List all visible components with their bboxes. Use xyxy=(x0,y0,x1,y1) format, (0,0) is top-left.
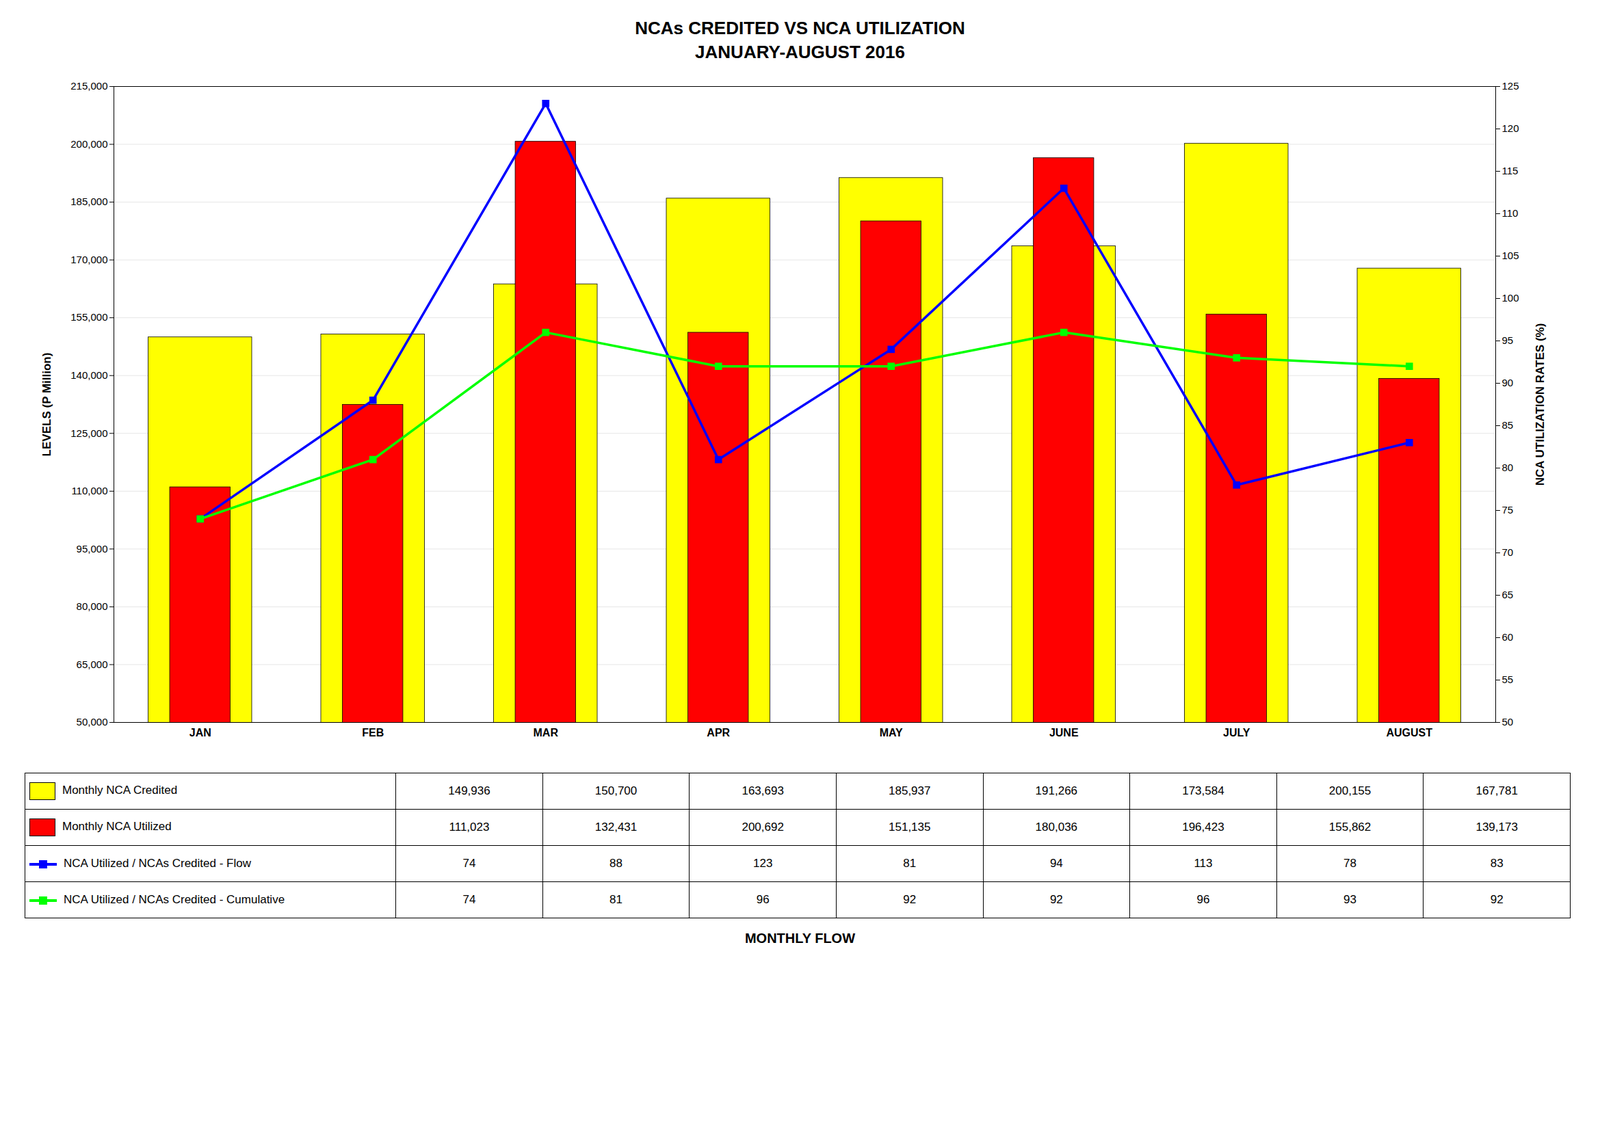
svg-text:155,000: 155,000 xyxy=(70,311,108,324)
svg-text:90: 90 xyxy=(1502,376,1514,389)
svg-text:JAN: JAN xyxy=(189,727,212,739)
html-text:JANUARY-AUGUST 2016: JANUARY-AUGUST 2016 xyxy=(695,41,905,63)
html-text:163,693: 163,693 xyxy=(741,784,784,798)
svg-text:75: 75 xyxy=(1502,504,1514,516)
html-text:Monthly NCA Utilized: Monthly NCA Utilized xyxy=(62,820,172,834)
svg-text:95,000: 95,000 xyxy=(76,543,109,555)
svg-text:80: 80 xyxy=(1502,461,1514,474)
html-text:113: 113 xyxy=(1193,857,1213,871)
html-text:92: 92 xyxy=(903,893,917,907)
html-text:96: 96 xyxy=(1196,893,1210,907)
html-text:200,692: 200,692 xyxy=(741,821,784,834)
html-text:180,036: 180,036 xyxy=(1035,821,1078,834)
svg-text:80,000: 80,000 xyxy=(76,600,109,613)
html-text:123: 123 xyxy=(753,857,773,871)
svg-text:65,000: 65,000 xyxy=(76,658,109,671)
html-text:81: 81 xyxy=(903,857,917,871)
svg-text:AUGUST: AUGUST xyxy=(1385,727,1433,739)
svg-text:JUNE: JUNE xyxy=(1049,727,1079,739)
svg-text:70: 70 xyxy=(1502,546,1514,559)
html-text:78: 78 xyxy=(1343,857,1357,871)
svg-text:FEB: FEB xyxy=(361,727,384,739)
svg-text:NCA UTILIZATION RATES (%): NCA UTILIZATION RATES (%) xyxy=(1533,323,1547,487)
html-text:196,423: 196,423 xyxy=(1182,821,1225,834)
html-text:167,781: 167,781 xyxy=(1475,784,1518,798)
html-text:150,700: 150,700 xyxy=(594,784,638,798)
svg-text:110: 110 xyxy=(1502,207,1519,219)
svg-text:JULY: JULY xyxy=(1223,727,1251,739)
html-text:83: 83 xyxy=(1490,857,1504,871)
html-text:111,023: 111,023 xyxy=(449,821,490,834)
html-text:81: 81 xyxy=(609,893,623,907)
html-text:200,155: 200,155 xyxy=(1328,784,1372,798)
html-text:NCAs CREDITED VS NCA UTILIZATI: NCAs CREDITED VS NCA UTILIZATION xyxy=(635,17,965,39)
svg-text:MAR: MAR xyxy=(533,727,559,739)
html-text:151,135: 151,135 xyxy=(888,821,931,834)
html-text:74: 74 xyxy=(462,893,476,907)
svg-text:215,000: 215,000 xyxy=(70,80,108,92)
html-text:Monthly NCA Credited: Monthly NCA Credited xyxy=(62,784,178,798)
svg-text:110,000: 110,000 xyxy=(71,484,108,497)
svg-text:MAY: MAY xyxy=(879,727,903,739)
html-text:149,936: 149,936 xyxy=(448,784,491,798)
svg-text:60: 60 xyxy=(1502,631,1514,644)
svg-text:200,000: 200,000 xyxy=(70,138,108,150)
svg-text:50,000: 50,000 xyxy=(76,716,109,728)
html-text:74: 74 xyxy=(462,857,476,871)
html-text:173,584: 173,584 xyxy=(1182,784,1225,798)
html-text:93: 93 xyxy=(1343,893,1357,907)
html-text:92: 92 xyxy=(1049,893,1063,907)
svg-text:125: 125 xyxy=(1502,80,1520,92)
html-text:NCA Utilized / NCAs Credited -: NCA Utilized / NCAs Credited - Cumulativ… xyxy=(63,893,285,907)
html-text:94: 94 xyxy=(1049,857,1063,871)
html-text:92: 92 xyxy=(1490,893,1504,907)
svg-text:100: 100 xyxy=(1502,292,1520,304)
svg-text:95: 95 xyxy=(1502,334,1514,347)
html-text:88: 88 xyxy=(609,857,623,871)
svg-text:115: 115 xyxy=(1502,164,1519,177)
html-text:155,862: 155,862 xyxy=(1328,821,1372,834)
svg-text:APR: APR xyxy=(706,727,730,739)
html-text:96: 96 xyxy=(756,893,770,907)
html-text:139,173: 139,173 xyxy=(1475,821,1518,834)
html-text:132,431: 132,431 xyxy=(594,821,638,834)
svg-text:85: 85 xyxy=(1502,419,1514,431)
html-text:185,937: 185,937 xyxy=(888,784,931,798)
svg-text:185,000: 185,000 xyxy=(70,196,108,208)
svg-text:125,000: 125,000 xyxy=(70,427,108,440)
svg-text:50: 50 xyxy=(1502,716,1514,728)
svg-text:120: 120 xyxy=(1502,122,1520,135)
svg-text:65: 65 xyxy=(1502,588,1514,601)
svg-text:140,000: 140,000 xyxy=(70,369,108,382)
svg-text:105: 105 xyxy=(1502,249,1520,262)
svg-text:LEVELS (P Million): LEVELS (P Million) xyxy=(40,352,54,457)
html-text:NCA Utilized / NCAs Credited -: NCA Utilized / NCAs Credited - Flow xyxy=(63,857,252,871)
html-text:MONTHLY FLOW: MONTHLY FLOW xyxy=(744,931,856,947)
svg-text:55: 55 xyxy=(1502,673,1514,686)
html-text:191,266: 191,266 xyxy=(1035,784,1078,798)
svg-text:170,000: 170,000 xyxy=(70,253,108,266)
